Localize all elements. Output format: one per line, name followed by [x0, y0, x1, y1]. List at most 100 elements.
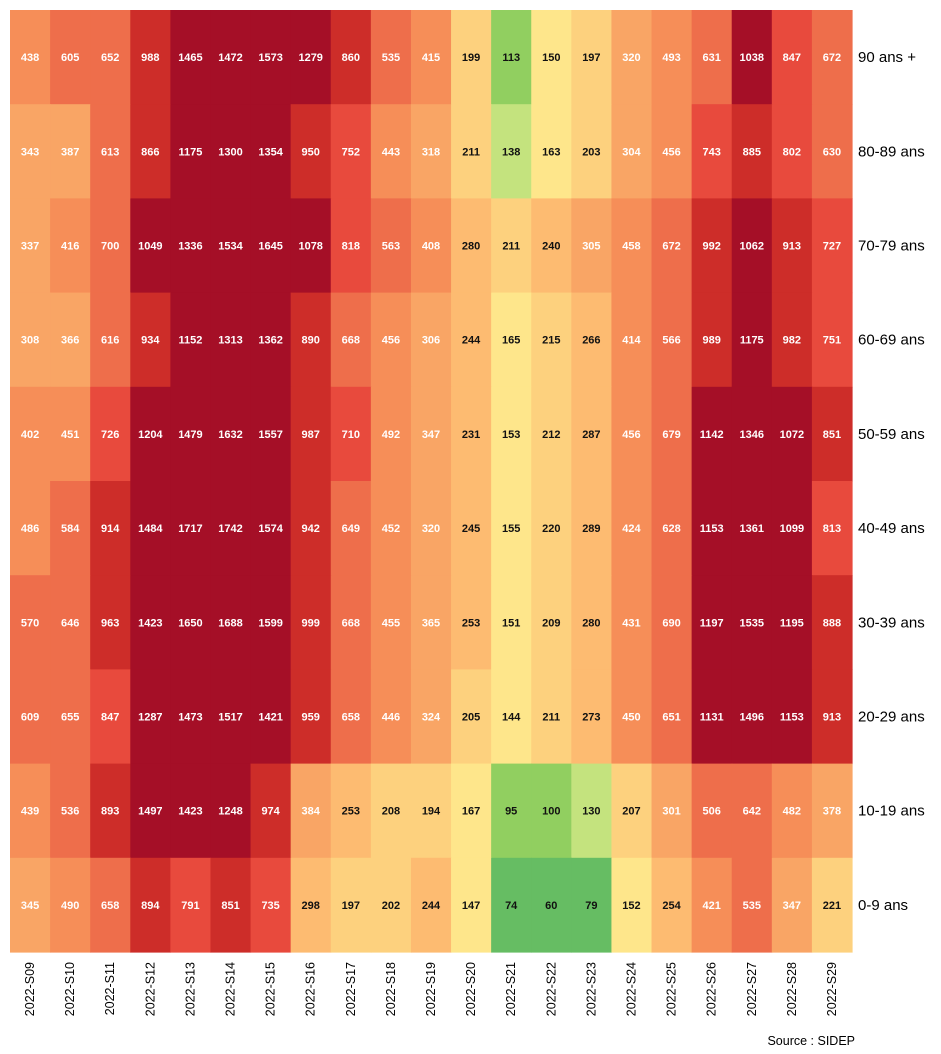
cell-value-label: 1574	[258, 523, 283, 535]
cell-value-label: 802	[783, 146, 801, 158]
cell-value-label: 1473	[178, 712, 202, 724]
cell-value-label: 79	[585, 900, 597, 912]
cell-value-label: 613	[101, 146, 119, 158]
cell-value-label: 202	[382, 900, 400, 912]
row-label: 50-59 ans	[858, 426, 925, 443]
cell-value-label: 847	[101, 712, 119, 724]
row-label: 10-19 ans	[858, 803, 925, 820]
cell-value-label: 1573	[258, 52, 282, 64]
cell-value-label: 999	[302, 617, 320, 629]
cell-value-label: 60	[545, 900, 557, 912]
cell-value-label: 212	[542, 429, 560, 441]
cell-value-label: 244	[422, 900, 441, 912]
cell-value-label: 197	[342, 900, 360, 912]
cell-value-label: 616	[101, 335, 119, 347]
cell-value-label: 658	[342, 712, 360, 724]
column-label: 2022-S09	[23, 962, 37, 1016]
cell-value-label: 1336	[178, 241, 202, 253]
cell-value-label: 320	[622, 52, 640, 64]
cell-value-label: 791	[181, 900, 199, 912]
column-label: 2022-S26	[705, 962, 719, 1016]
cell-value-label: 655	[61, 712, 79, 724]
column-label: 2022-S23	[584, 962, 598, 1016]
cell-value-label: 155	[502, 523, 520, 535]
cell-value-label: 563	[382, 241, 400, 253]
cell-value-label: 451	[61, 429, 79, 441]
cell-value-label: 211	[542, 712, 560, 724]
cell-value-label: 1534	[218, 241, 243, 253]
cell-value-label: 987	[302, 429, 320, 441]
cell-value-label: 207	[622, 806, 640, 818]
cell-value-label: 1688	[218, 617, 242, 629]
cell-value-label: 287	[582, 429, 600, 441]
cell-value-label: 1423	[138, 617, 162, 629]
cell-value-label: 726	[101, 429, 119, 441]
cell-value-label: 646	[61, 617, 79, 629]
cell-value-label: 211	[462, 146, 480, 158]
column-label: 2022-S28	[785, 962, 799, 1016]
cell-value-label: 1152	[178, 335, 202, 347]
cell-value-label: 1497	[138, 806, 162, 818]
cell-value-label: 298	[302, 900, 320, 912]
column-label: 2022-S14	[224, 962, 238, 1016]
cell-value-label: 535	[743, 900, 761, 912]
cell-value-label: 890	[302, 335, 320, 347]
cell-value-label: 1197	[700, 617, 724, 629]
cell-value-label: 651	[662, 712, 680, 724]
cell-value-label: 743	[702, 146, 720, 158]
cell-value-label: 245	[462, 523, 480, 535]
cell-value-label: 1072	[780, 429, 804, 441]
cell-value-label: 570	[21, 617, 39, 629]
cell-value-label: 289	[582, 523, 600, 535]
cell-value-label: 163	[542, 146, 560, 158]
cell-value-label: 402	[21, 429, 39, 441]
column-label: 2022-S21	[504, 962, 518, 1016]
cell-value-label: 1142	[700, 429, 724, 441]
cell-value-label: 151	[502, 617, 520, 629]
column-label: 2022-S24	[624, 962, 638, 1016]
cell-value-label: 220	[542, 523, 560, 535]
cell-value-label: 1650	[178, 617, 202, 629]
row-label: 70-79 ans	[858, 238, 925, 255]
cell-value-label: 203	[582, 146, 600, 158]
row-label: 80-89 ans	[858, 143, 925, 160]
cell-value-label: 1484	[138, 523, 163, 535]
cell-value-label: 208	[382, 806, 400, 818]
cell-value-label: 231	[462, 429, 480, 441]
cell-value-label: 147	[462, 900, 480, 912]
cell-value-label: 1645	[258, 241, 282, 253]
column-label: 2022-S20	[464, 962, 478, 1016]
cell-value-label: 408	[422, 241, 440, 253]
cell-value-label: 152	[622, 900, 640, 912]
cell-value-label: 306	[422, 335, 440, 347]
column-label: 2022-S25	[665, 962, 679, 1016]
cell-value-label: 1423	[178, 806, 202, 818]
cell-value-label: 197	[582, 52, 600, 64]
cell-value-label: 914	[101, 523, 120, 535]
cell-value-label: 894	[141, 900, 160, 912]
cell-value-label: 244	[462, 335, 481, 347]
cell-value-label: 337	[21, 241, 39, 253]
column-label: 2022-S15	[264, 962, 278, 1016]
cell-value-label: 605	[61, 52, 79, 64]
cell-value-label: 266	[582, 335, 600, 347]
cell-value-label: 439	[21, 806, 39, 818]
cell-value-label: 253	[462, 617, 480, 629]
cell-value-label: 866	[141, 146, 159, 158]
cell-value-label: 888	[823, 617, 841, 629]
cell-value-label: 1153	[780, 712, 804, 724]
cell-value-label: 818	[342, 241, 360, 253]
column-label: 2022-S11	[103, 962, 117, 1015]
cell-value-label: 1062	[740, 241, 764, 253]
cell-value-label: 378	[823, 806, 841, 818]
cell-value-label: 1287	[138, 712, 162, 724]
cell-value-label: 658	[101, 900, 119, 912]
cell-value-label: 1362	[258, 335, 282, 347]
cell-value-label: 535	[382, 52, 400, 64]
cell-value-label: 343	[21, 146, 39, 158]
cell-value-label: 959	[302, 712, 320, 724]
cell-value-label: 672	[823, 52, 841, 64]
cell-value-label: 710	[342, 429, 360, 441]
cell-value-label: 431	[622, 617, 640, 629]
